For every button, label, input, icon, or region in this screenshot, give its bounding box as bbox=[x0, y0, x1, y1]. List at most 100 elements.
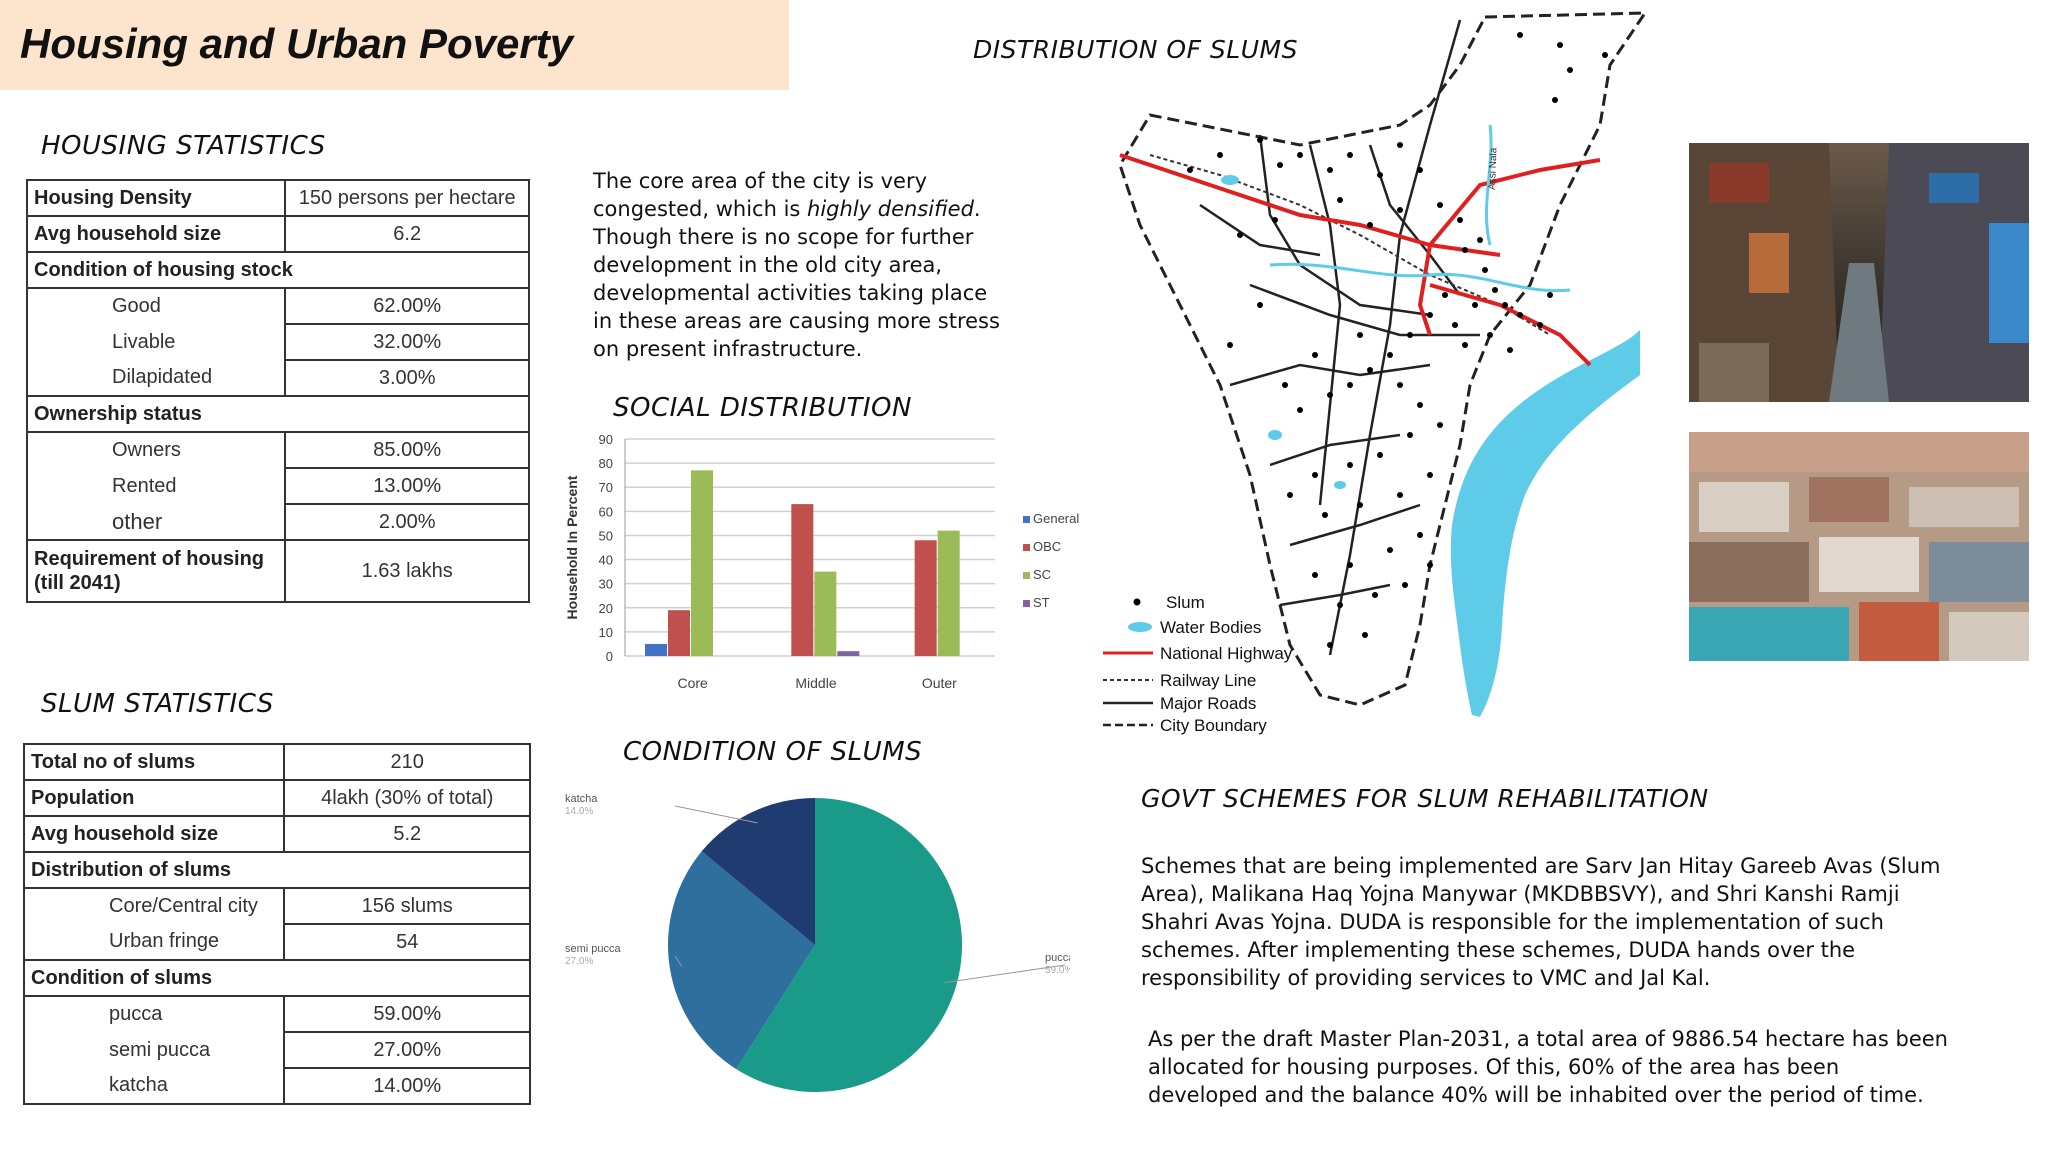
population-label: Population bbox=[22, 779, 286, 817]
housing-statistics-table: Housing Density 150 persons per hectare … bbox=[25, 179, 530, 603]
core-city-value: 156 slums bbox=[283, 887, 531, 925]
y-tick-label: 0 bbox=[606, 649, 613, 664]
master-plan-paragraph: As per the draft Master Plan-2031, a tot… bbox=[1148, 1025, 2028, 1109]
good-label: Good bbox=[25, 288, 287, 324]
other-value: 2.00% bbox=[284, 503, 530, 541]
owners-value: 85.00% bbox=[284, 431, 530, 469]
title-band: Housing and Urban Poverty bbox=[0, 0, 789, 90]
pie-value-label: 59.0% bbox=[1045, 965, 1070, 976]
legend-swatch bbox=[1023, 572, 1030, 579]
paragraph-line: on present infrastructure. bbox=[593, 337, 863, 361]
pie-leader-line bbox=[944, 964, 1066, 984]
table-row: Avg household size 5.2 bbox=[22, 815, 531, 853]
rented-value: 13.00% bbox=[284, 467, 530, 505]
requirement-label-line2: (till 2041) bbox=[34, 572, 121, 594]
pie-leader-line bbox=[674, 955, 683, 967]
housing-density-value: 150 persons per hectare bbox=[284, 179, 530, 217]
table-row: other 2.00% bbox=[25, 503, 530, 541]
x-tick-label: Core bbox=[677, 675, 708, 691]
pie-category-label: pucca bbox=[1045, 952, 1070, 964]
slum-statistics-heading: SLUM STATISTICS bbox=[41, 689, 274, 719]
paragraph-line: Though there is no scope for further bbox=[593, 225, 974, 249]
paragraph-line: Area), Malikana Haq Yojna Manywar (MKDBB… bbox=[1141, 882, 1900, 906]
legend-boundary: City Boundary bbox=[1160, 716, 1267, 735]
major-roads-group bbox=[1199, 19, 1480, 656]
distribution-of-slums-heading: DISTRIBUTION OF SLUMS bbox=[973, 35, 1298, 64]
total-slums-label: Total no of slums bbox=[22, 743, 286, 781]
paragraph-line: schemes. After implementing these scheme… bbox=[1141, 938, 1856, 962]
city-boundary-line bbox=[1118, 11, 1648, 707]
y-tick-label: 90 bbox=[599, 432, 613, 447]
paragraph-line: The core area of the city is very bbox=[593, 169, 928, 193]
condition-housing-label: Condition of housing stock bbox=[26, 251, 530, 289]
slum-household-size-label: Avg household size bbox=[22, 815, 286, 853]
paragraph-line: Shahri Avas Yojna. DUDA is responsible f… bbox=[1141, 910, 1884, 934]
y-tick-label: 80 bbox=[599, 456, 613, 471]
emphasis-text: highly densified bbox=[807, 197, 974, 221]
dilapidated-value: 3.00% bbox=[284, 359, 530, 397]
legend-water: Water Bodies bbox=[1160, 618, 1261, 637]
core-area-paragraph: The core area of the city is very conges… bbox=[593, 167, 1033, 363]
railway-line bbox=[1149, 154, 1551, 336]
legend-entry: General bbox=[1033, 511, 1079, 526]
table-row: Condition of slums bbox=[23, 959, 531, 997]
requirement-label: Requirement of housing (till 2041) bbox=[25, 539, 287, 603]
semi-pucca-label: semi pucca bbox=[22, 1032, 286, 1068]
water-body bbox=[1268, 430, 1282, 440]
katcha-label: katcha bbox=[22, 1068, 286, 1105]
legend-railway: Railway Line bbox=[1160, 671, 1256, 690]
paragraph-line: in these areas are causing more stress bbox=[593, 309, 1000, 333]
table-row: Housing Density 150 persons per hectare bbox=[25, 179, 530, 217]
condition-slums-label: Condition of slums bbox=[23, 959, 531, 997]
social-distribution-chart: 0 10 20 30 40 50 60 70 80 90 Household In Percent C… bbox=[564, 432, 1079, 691]
distribution-slums-label: Distribution of slums bbox=[23, 851, 531, 889]
other-label: other bbox=[25, 504, 287, 541]
y-axis-label: Household In Percent bbox=[564, 475, 580, 619]
slum-distribution-map: Slum Water Bodies National Highway Railw… bbox=[1103, 11, 1648, 735]
table-row: Owners 85.00% bbox=[25, 431, 530, 469]
avg-household-size-value: 6.2 bbox=[284, 215, 530, 253]
total-slums-value: 210 bbox=[283, 743, 531, 781]
national-highway-group bbox=[1119, 153, 1601, 367]
legend-swatch bbox=[1023, 544, 1030, 551]
legend-entry: SC bbox=[1033, 567, 1051, 582]
table-row: Livable 32.00% bbox=[25, 323, 530, 361]
bar-sc-outer bbox=[937, 530, 960, 656]
urban-fringe-label: Urban fringe bbox=[22, 924, 286, 961]
table-row: Total no of slums 210 bbox=[22, 743, 531, 781]
legend-entry: ST bbox=[1033, 595, 1050, 610]
condition-of-slums-heading: CONDITION OF SLUMS bbox=[623, 737, 923, 767]
river-shape bbox=[1450, 330, 1640, 717]
paragraph-line: developmental activities taking place bbox=[593, 281, 988, 305]
table-row: Requirement of housing (till 2041) 1.63 … bbox=[25, 539, 530, 603]
legend-highway: National Highway bbox=[1160, 644, 1293, 663]
y-tick-label: 40 bbox=[599, 553, 613, 568]
y-tick-label: 10 bbox=[599, 625, 613, 640]
dilapidated-label: Dilapidated bbox=[25, 360, 287, 397]
paragraph-line: congested, which is highly densified. bbox=[593, 195, 1033, 223]
housing-density-label: Housing Density bbox=[25, 179, 287, 217]
rented-label: Rented bbox=[25, 468, 287, 504]
livable-value: 32.00% bbox=[284, 323, 530, 361]
bar-obc-outer bbox=[914, 540, 937, 656]
owners-label: Owners bbox=[25, 432, 287, 468]
bar-obc-core bbox=[668, 610, 690, 656]
bar-obc-middle bbox=[791, 504, 814, 656]
social-distribution-heading: SOCIAL DISTRIBUTION bbox=[613, 393, 912, 423]
slum-legend-icon bbox=[1133, 598, 1141, 606]
map-legend: Slum Water Bodies National Highway Railw… bbox=[1103, 593, 1293, 735]
pie-value-label: 27.0% bbox=[565, 956, 593, 967]
y-tick-label: 30 bbox=[599, 577, 613, 592]
bar-st-middle bbox=[837, 651, 860, 656]
slum-rooftops-photo bbox=[1689, 432, 2029, 661]
avg-household-size-label: Avg household size bbox=[25, 215, 287, 253]
river-label: Assi Nala bbox=[1487, 147, 1499, 190]
paragraph-text: . bbox=[973, 197, 981, 221]
katcha-value: 14.00% bbox=[283, 1067, 531, 1105]
govt-schemes-paragraph: Schemes that are being implemented are S… bbox=[1141, 852, 2031, 992]
slum-household-size-value: 5.2 bbox=[283, 815, 531, 853]
table-row: katcha 14.00% bbox=[22, 1067, 531, 1105]
pie-slice-katcha bbox=[701, 798, 815, 945]
pie-value-label: 14.0% bbox=[565, 806, 593, 817]
water-body bbox=[1221, 175, 1239, 185]
